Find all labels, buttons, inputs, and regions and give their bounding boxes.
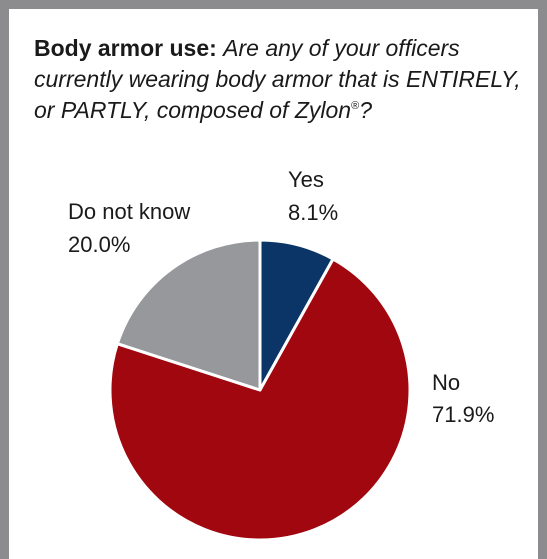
slice-value-yes: 8.1% (288, 200, 338, 225)
slice-value-no: 71.9% (432, 402, 494, 427)
slice-label-no: No (432, 370, 460, 395)
pie-slices (110, 240, 410, 540)
slice-label-yes: Yes (288, 167, 324, 192)
slice-label-do-not-know: Do not know (68, 199, 190, 224)
slice-value-do-not-know: 20.0% (68, 232, 130, 257)
